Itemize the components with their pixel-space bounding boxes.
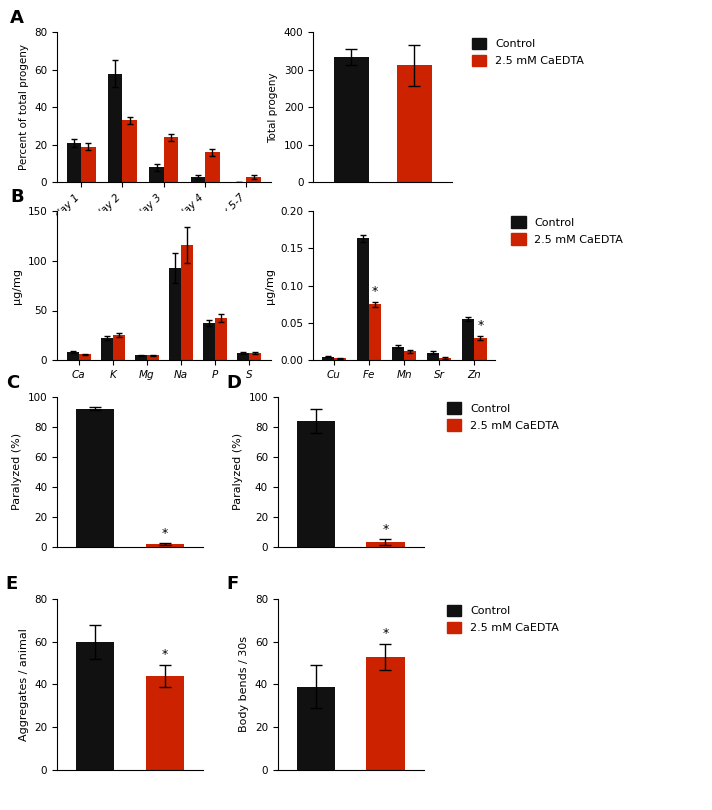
Legend: Control, 2.5 mM CaEDTA: Control, 2.5 mM CaEDTA xyxy=(447,605,559,633)
Bar xyxy=(322,356,334,360)
Bar xyxy=(297,421,335,547)
Bar xyxy=(215,318,227,360)
Legend: Control, 2.5 mM CaEDTA: Control, 2.5 mM CaEDTA xyxy=(472,38,584,66)
Bar xyxy=(78,355,90,360)
Bar xyxy=(439,358,451,360)
Bar xyxy=(147,356,159,360)
Bar xyxy=(122,121,137,182)
Y-axis label: Paralyzed (%): Paralyzed (%) xyxy=(12,433,22,510)
Bar xyxy=(404,352,417,360)
Bar xyxy=(164,137,178,182)
Bar xyxy=(100,339,112,360)
Bar xyxy=(397,66,431,182)
Bar xyxy=(203,323,215,360)
Bar xyxy=(357,238,369,360)
Text: *: * xyxy=(477,319,483,332)
Bar xyxy=(205,152,219,182)
Bar xyxy=(181,245,193,360)
Text: D: D xyxy=(226,374,241,392)
Y-axis label: Total progeny: Total progeny xyxy=(268,72,278,143)
Bar xyxy=(145,676,184,770)
Text: C: C xyxy=(6,374,19,392)
Y-axis label: Aggregates / animal: Aggregates / animal xyxy=(19,628,28,741)
Bar xyxy=(462,319,474,360)
Bar xyxy=(474,338,486,360)
Bar xyxy=(334,57,369,182)
Bar xyxy=(81,147,95,182)
Bar xyxy=(237,353,249,360)
Bar xyxy=(249,353,261,360)
Bar xyxy=(67,352,78,360)
Bar xyxy=(369,305,381,360)
Text: A: A xyxy=(10,10,23,28)
Bar xyxy=(67,143,81,182)
Bar xyxy=(135,356,147,360)
Legend: Control, 2.5 mM CaEDTA: Control, 2.5 mM CaEDTA xyxy=(447,403,559,431)
Bar xyxy=(108,74,122,182)
Bar xyxy=(112,335,125,360)
Legend: Control, 2.5 mM CaEDTA: Control, 2.5 mM CaEDTA xyxy=(511,216,623,245)
Text: *: * xyxy=(372,285,378,298)
Y-axis label: Percent of total progeny: Percent of total progeny xyxy=(19,45,28,170)
Bar xyxy=(76,642,115,769)
Bar xyxy=(246,177,261,182)
Bar xyxy=(297,687,335,770)
Y-axis label: Paralyzed (%): Paralyzed (%) xyxy=(233,433,243,510)
Y-axis label: Body bends / 30s: Body bends / 30s xyxy=(239,637,249,732)
Text: B: B xyxy=(10,188,23,206)
Text: *: * xyxy=(382,523,389,536)
Bar xyxy=(366,657,404,770)
Text: E: E xyxy=(6,575,18,593)
Text: *: * xyxy=(382,627,389,640)
Bar xyxy=(150,168,164,182)
Text: *: * xyxy=(162,527,168,540)
Bar xyxy=(392,347,404,360)
Bar xyxy=(334,358,346,360)
Y-axis label: μg/mg: μg/mg xyxy=(265,267,275,304)
Bar xyxy=(427,353,439,360)
Bar xyxy=(366,542,404,547)
Bar xyxy=(76,409,115,547)
Bar xyxy=(169,267,181,360)
Y-axis label: μg/mg: μg/mg xyxy=(12,267,22,304)
Text: *: * xyxy=(162,648,168,661)
Text: F: F xyxy=(226,575,239,593)
Bar xyxy=(145,544,184,547)
Bar xyxy=(191,177,205,182)
